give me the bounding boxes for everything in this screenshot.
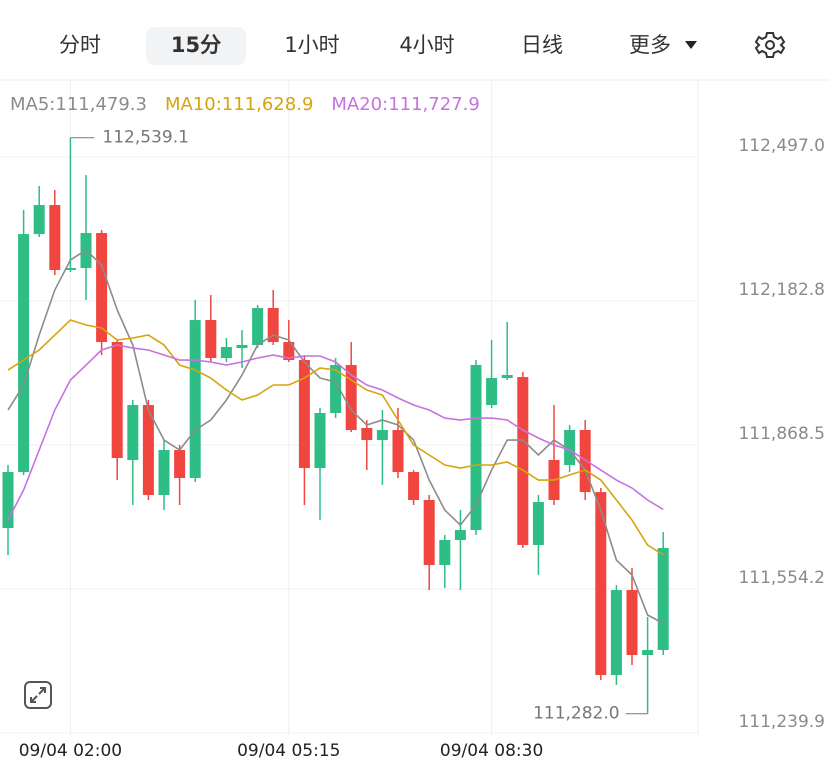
candle-body [345,365,357,430]
tab[interactable]: 4小时 [399,33,454,57]
candle-body [376,429,388,441]
more-arrow[interactable] [685,41,697,49]
candle-body [361,428,373,441]
y-tick-label: 111,868.5 [738,424,825,444]
candle-body [252,308,264,346]
max-label: 112,539.1 [102,128,189,148]
candle-body [96,233,108,343]
candle-body [2,472,14,528]
candle-body [158,450,170,496]
tab[interactable]: 1小时 [284,33,339,57]
candle-body [423,500,435,566]
candle-body [283,342,295,361]
candle-body [298,360,310,469]
ma-line [7,319,664,556]
candle-body [470,365,482,531]
candle-body [486,378,498,406]
candle-body [642,650,654,656]
expand-icon[interactable] [24,681,52,709]
candle-body [392,429,404,473]
candle-body [189,320,201,479]
candle-body [517,377,529,545]
candle-body [408,472,420,501]
candle-body [142,405,154,496]
y-tick-label: 111,239.9 [738,712,825,732]
candle-body [532,502,544,545]
candle-body [610,590,622,676]
candle-body [18,234,30,473]
legend-entry: MA10:111,628.9 [165,94,313,115]
y-tick-label: 112,497.0 [738,136,825,156]
candle-body [64,268,76,271]
tab[interactable]: 更多 [629,33,671,57]
x-tick-label: 09/04 08:30 [440,741,543,761]
candle-body [174,450,186,479]
candle-body [330,365,342,413]
candle-body [439,540,451,566]
settings-icon[interactable] [754,32,786,58]
min-label: 111,282.0 [533,704,620,724]
y-tick-label: 111,554.2 [738,568,825,588]
candle-body [314,412,326,469]
legend-entry: MA5:111,479.3 [10,94,147,115]
candle-body [205,320,217,359]
candle-body [626,590,638,656]
candle-body [564,429,576,466]
candle-body [595,492,607,676]
active-tab-bg [146,27,246,65]
ma-line [7,344,664,521]
y-tick-label: 112,182.8 [738,280,825,300]
candle-body [579,429,591,493]
candle-body [33,205,45,235]
candle-body [220,347,232,359]
legend-entry: MA20:111,727.9 [331,94,479,115]
candle-body [127,405,139,461]
tab[interactable]: 15分 [171,33,221,57]
candle-body [49,205,61,271]
x-tick-label: 09/04 05:15 [237,741,340,761]
candle-body [501,375,513,379]
tab[interactable]: 分时 [59,33,101,57]
candle-body [111,342,123,459]
x-tick-label: 09/04 02:00 [19,741,122,761]
candle-body [236,345,248,349]
ma-line [7,249,664,625]
candle-body [267,308,279,343]
candle-body [454,530,466,541]
candle-body [657,548,669,651]
tab[interactable]: 日线 [521,33,563,57]
